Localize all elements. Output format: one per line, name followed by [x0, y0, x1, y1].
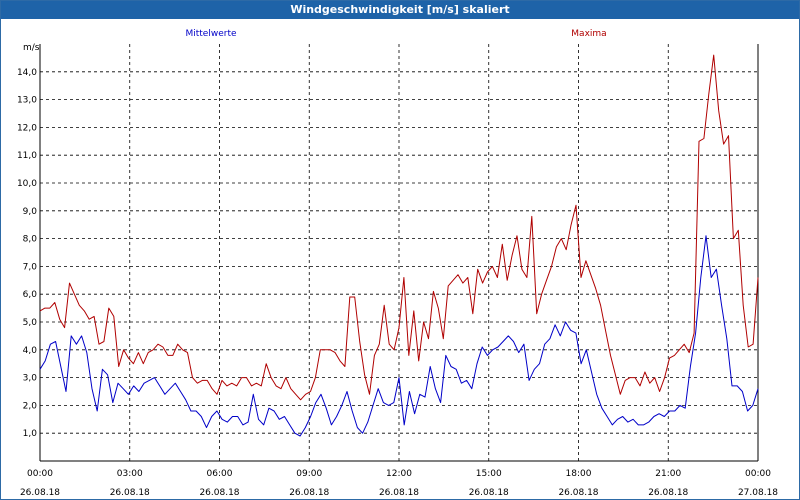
y-tick-label: 11,0: [17, 151, 37, 161]
x-tick-date: 26.08.18: [110, 488, 150, 498]
x-tick-time: 00:00: [27, 469, 53, 479]
x-tick-date: 26.08.18: [558, 488, 598, 498]
x-tick-time: 15:00: [476, 469, 502, 479]
y-tick-labels: 1,0 2,0 3,0 4,0 5,0 6,0 7,0 8,0 9,0 10,0 11,0 12,0 1…: [17, 68, 37, 439]
x-tick-time: 00:00: [745, 469, 771, 479]
window-title: Windgeschwindigkeit [m/s] skaliert: [1, 1, 799, 19]
axes: [39, 44, 759, 462]
series-line-mittelwerte: [39, 235, 759, 437]
x-tick-time: 18:00: [566, 469, 592, 479]
series-line-maxima: [39, 54, 759, 401]
y-tick-label: 1,0: [23, 429, 38, 439]
x-tick-date: 26.08.18: [289, 488, 329, 498]
y-tick-label: 6,0: [23, 290, 38, 300]
x-tick-date: 26.08.18: [20, 488, 60, 498]
series-lines: [39, 54, 759, 437]
legend-mittelwerte: Mittelwerte: [185, 29, 236, 39]
y-tick-label: 10,0: [17, 179, 37, 189]
y-tick-label: 7,0: [23, 262, 38, 272]
line-chart: 1,0 2,0 3,0 4,0 5,0 6,0 7,0 8,0 9,0 10,0 11,0 12,0 1…: [17, 29, 778, 498]
y-tick-label: 3,0: [23, 374, 38, 384]
x-tick-date: 27.08.18: [738, 488, 778, 498]
x-tick-time: 21:00: [655, 469, 681, 479]
vertical-gridlines: [129, 44, 669, 461]
y-tick-label: 13,0: [17, 96, 37, 106]
y-tick-label: 4,0: [23, 346, 38, 356]
x-tick-date: 26.08.18: [199, 488, 239, 498]
x-tick-time: 03:00: [117, 469, 143, 479]
y-tick-label: 2,0: [23, 401, 38, 411]
legend-maxima: Maxima: [571, 29, 606, 39]
y-tick-label: 12,0: [17, 123, 37, 133]
y-tick-label: 5,0: [23, 318, 38, 328]
y-tick-label: 14,0: [17, 68, 37, 78]
x-tick-date: 26.08.18: [648, 488, 688, 498]
y-tick-label: 9,0: [23, 207, 38, 217]
x-tick-time: 09:00: [296, 469, 322, 479]
y-tick-label: 8,0: [23, 235, 38, 245]
x-tick-time: 06:00: [207, 469, 233, 479]
x-tick-date: 26.08.18: [379, 488, 419, 498]
x-tick-time: 12:00: [386, 469, 412, 479]
x-tick-date: 26.08.18: [469, 488, 509, 498]
y-axis-label: m/s: [23, 43, 40, 53]
x-tick-labels: 00:00 26.08.18 03:00 26.08.18 06:00 26.08.18 0…: [20, 469, 778, 498]
